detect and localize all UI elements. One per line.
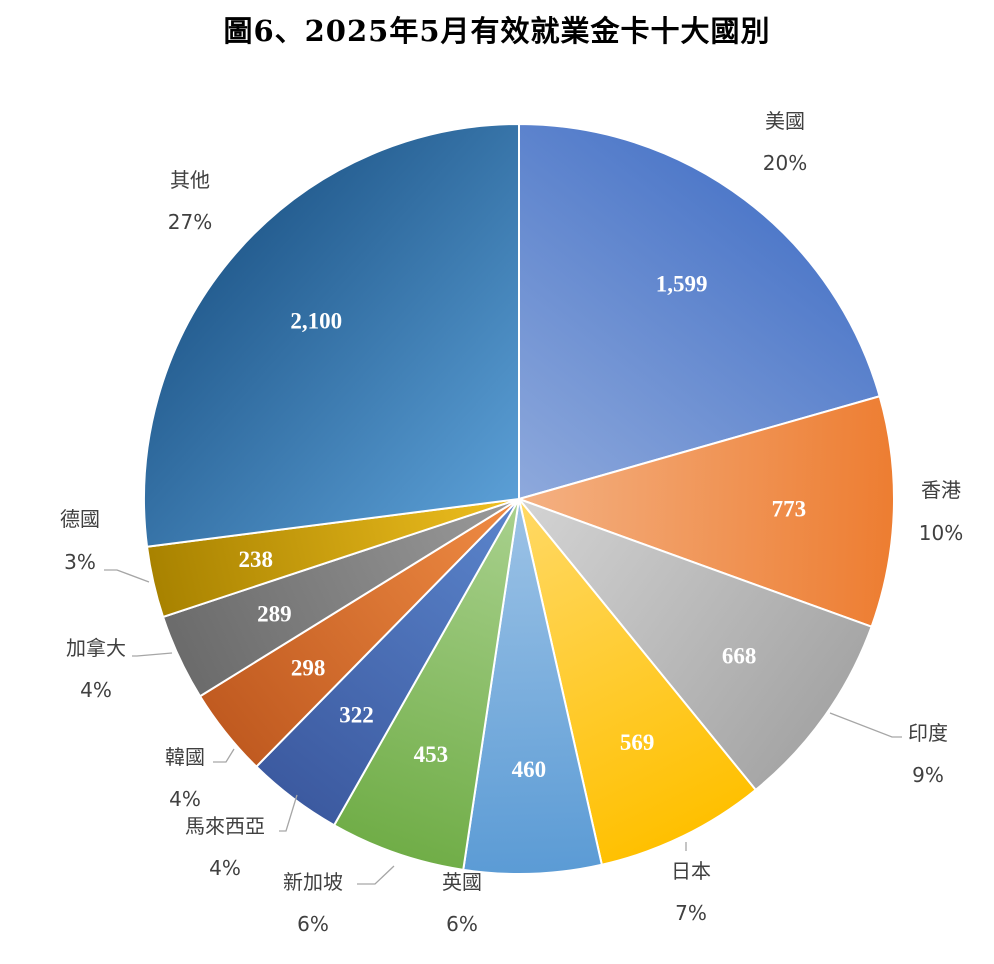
pie-slice <box>518 498 758 866</box>
slice-value-label: 322 <box>339 703 374 728</box>
slice-percent-label: 4% <box>209 856 241 880</box>
pie-slice <box>462 498 604 875</box>
slice-category-label: 英國 <box>442 870 482 894</box>
pie-slice <box>515 394 895 629</box>
category-labels: 美國 20% 香港 10% 印度 9% 日本 7% 英國 6% 新加坡 6% 馬來西亞 4% 韓國 4% 加拿大… <box>60 109 963 936</box>
slice-category-label: 香港 <box>921 478 961 502</box>
slice-category-label: 印度 <box>908 721 948 745</box>
pie-slice <box>515 496 873 792</box>
slice-percent-label: 10% <box>919 521 963 545</box>
slice-percent-label: 4% <box>169 787 201 811</box>
leader-line <box>104 569 150 583</box>
slice-value-label: 668 <box>722 643 757 668</box>
slice-percent-label: 4% <box>80 678 112 702</box>
slice-value-label: 238 <box>238 547 273 572</box>
slice-category-label: 其他 <box>170 168 210 192</box>
slice-category-label: 美國 <box>765 109 805 133</box>
value-labels: 1,599 773 668 569 460 453 322 298 289 238 2,100 <box>238 272 806 782</box>
slice-value-label: 2,100 <box>290 309 342 334</box>
slice-percent-label: 3% <box>64 550 96 574</box>
slice-value-label: 569 <box>620 730 655 755</box>
leader-line <box>279 794 298 832</box>
leader-line <box>357 865 395 885</box>
pie-slice <box>143 122 520 548</box>
slice-category-label: 馬來西亞 <box>185 814 265 838</box>
slice-value-label: 1,599 <box>656 272 708 297</box>
slice-category-label: 加拿大 <box>66 636 126 660</box>
slice-percent-label: 27% <box>168 210 212 234</box>
slice-percent-label: 9% <box>912 763 944 787</box>
slice-percent-label: 20% <box>763 151 807 175</box>
chart-title: 圖6、2025年5月有效就業金卡十大國別 <box>223 14 771 48</box>
leader-line <box>213 748 235 763</box>
pie-slice <box>332 498 520 871</box>
slice-category-label: 日本 <box>671 859 711 883</box>
slice-value-label: 453 <box>414 742 449 767</box>
slice-value-label: 289 <box>257 601 292 626</box>
pie-slices <box>143 122 895 875</box>
leader-line <box>829 712 902 738</box>
slice-category-label: 德國 <box>60 507 100 531</box>
slice-percent-label: 6% <box>446 912 478 936</box>
slice-percent-label: 7% <box>675 901 707 925</box>
leader-lines <box>104 569 902 885</box>
slice-value-label: 298 <box>291 656 326 681</box>
slice-value-label: 773 <box>772 496 807 521</box>
slice-percent-label: 6% <box>297 912 329 936</box>
leader-line <box>132 652 173 657</box>
slice-value-label: 460 <box>512 757 547 782</box>
pie-slice <box>518 122 881 501</box>
slice-category-label: 韓國 <box>165 745 205 769</box>
slice-category-label: 新加坡 <box>283 870 343 894</box>
